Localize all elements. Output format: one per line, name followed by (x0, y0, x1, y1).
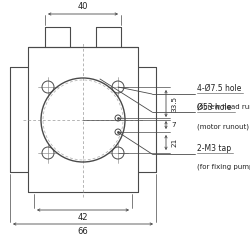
Text: 21: 21 (171, 138, 177, 147)
Text: 7: 7 (171, 122, 175, 128)
Text: (screw head runout): (screw head runout) (197, 104, 250, 111)
Text: (for fixing pump): (for fixing pump) (197, 164, 250, 171)
Text: 42: 42 (78, 213, 88, 222)
Text: 2-M3 tap: 2-M3 tap (197, 144, 231, 153)
Text: Ø53 hole: Ø53 hole (197, 103, 232, 112)
Text: 66: 66 (78, 227, 88, 236)
Text: 33.5: 33.5 (171, 95, 177, 112)
Text: 4-Ø7.5 hole: 4-Ø7.5 hole (197, 84, 242, 93)
Text: (motor runout): (motor runout) (197, 123, 249, 129)
Text: 40: 40 (78, 2, 88, 11)
